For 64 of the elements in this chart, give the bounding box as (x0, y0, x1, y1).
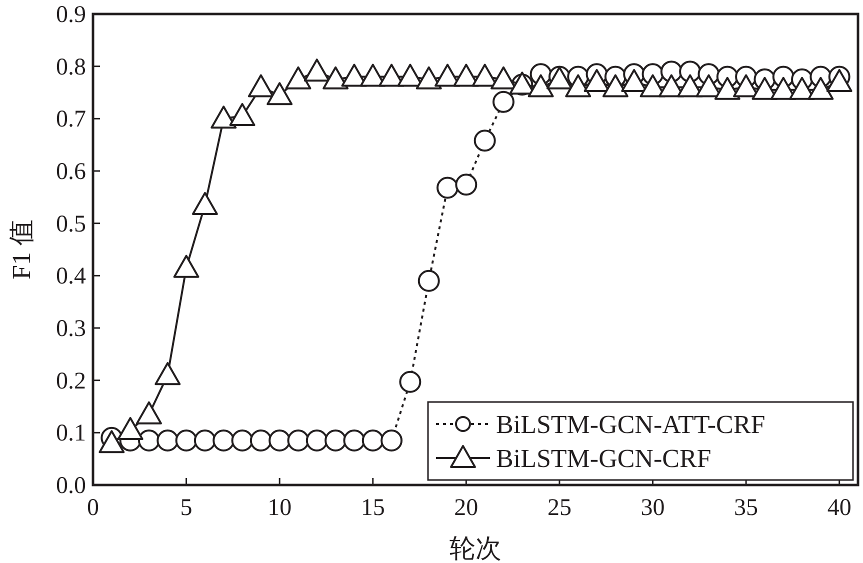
point (306, 430, 328, 452)
point (399, 370, 422, 393)
y-tick-label: 0.2 (56, 368, 86, 394)
point (210, 106, 237, 129)
point (584, 69, 610, 92)
point (194, 430, 216, 452)
x-tick-label: 25 (547, 495, 572, 521)
point (98, 430, 125, 454)
x-tick-label: 35 (734, 495, 758, 521)
point (156, 430, 179, 452)
y-tick-label: 0.5 (56, 211, 86, 238)
point (490, 66, 516, 90)
x-tick-label: 30 (640, 495, 665, 521)
point (266, 82, 293, 106)
y-tick-label: 0.3 (56, 316, 86, 342)
y-tick-label: 0.6 (56, 159, 86, 185)
point (455, 174, 478, 196)
point (173, 254, 200, 278)
point (229, 103, 256, 126)
point (304, 58, 330, 82)
point (492, 90, 514, 113)
point (808, 76, 834, 100)
x-tick-label: 40 (827, 495, 852, 521)
y-tick-label: 0.0 (56, 473, 86, 499)
legend-label: BiLSTM-GCN-CRF (496, 444, 712, 473)
y-tick-label: 0.4 (56, 264, 86, 290)
point (212, 430, 235, 452)
x-tick-label: 20 (454, 495, 478, 521)
point (436, 176, 459, 199)
point (565, 74, 592, 98)
point (268, 430, 291, 452)
point (117, 417, 144, 440)
point (416, 66, 442, 90)
y-tick-label: 0.7 (56, 106, 86, 133)
x-axis-title: 轮次 (450, 534, 502, 563)
point (362, 430, 384, 452)
point (285, 66, 312, 90)
y-axis-title: F1 值 (7, 220, 36, 280)
point (714, 76, 740, 100)
x-tick-label: 10 (268, 495, 292, 521)
point (826, 69, 852, 92)
legend-label: BiLSTM-GCN-ATT-CRF (496, 410, 766, 439)
y-tick-label: 0.8 (56, 54, 86, 80)
point (474, 130, 496, 152)
point (528, 74, 554, 98)
point (324, 430, 347, 452)
y-tick-label: 0.9 (56, 2, 86, 28)
x-tick-label: 15 (360, 495, 385, 521)
x-tick-label: 0 (87, 495, 99, 521)
point (602, 74, 628, 98)
point (322, 66, 349, 90)
point (287, 430, 310, 452)
point (343, 430, 366, 452)
point (136, 401, 162, 424)
x-tick-label: 5 (180, 495, 192, 521)
point (250, 430, 272, 452)
point (154, 362, 181, 386)
point (175, 430, 198, 452)
point (231, 430, 254, 452)
point (192, 192, 218, 216)
y-tick-label: 0.1 (56, 420, 86, 447)
point (418, 270, 440, 292)
point (248, 74, 274, 98)
point (380, 430, 403, 452)
